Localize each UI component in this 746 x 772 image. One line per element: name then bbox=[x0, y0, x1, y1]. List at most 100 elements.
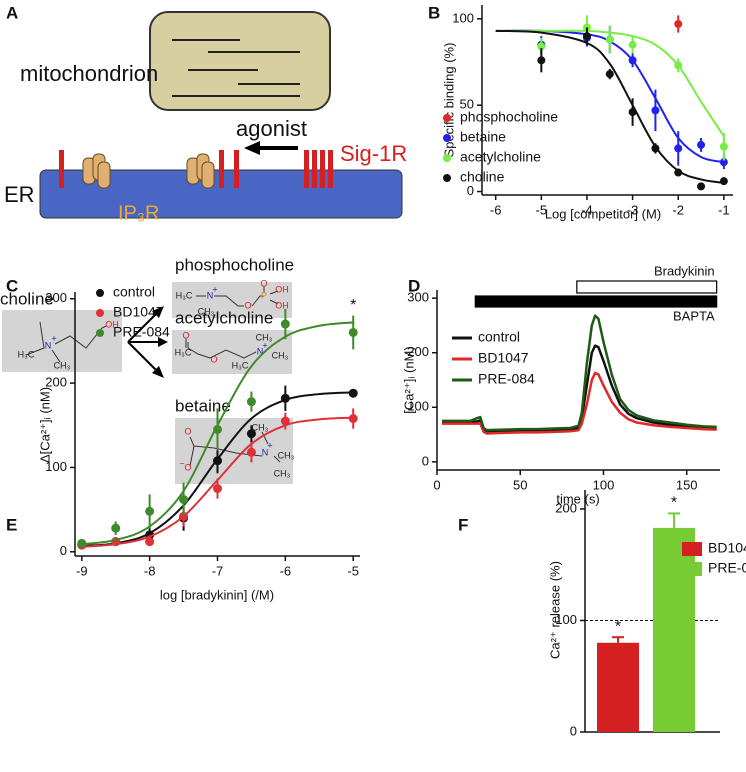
data-point bbox=[628, 108, 637, 117]
y-tick-label: 0 bbox=[467, 183, 474, 198]
bar bbox=[653, 527, 695, 732]
diagram-a: mitochondrion agonist Sig-1R ER IP₃R bbox=[4, 11, 407, 224]
atom-label: H₃C bbox=[18, 349, 35, 359]
ip3r-label: IP₃R bbox=[118, 202, 159, 224]
x-tick-label: -6 bbox=[490, 202, 502, 217]
x-tick-label: -2 bbox=[672, 202, 684, 217]
panel-label: B bbox=[428, 3, 440, 22]
atom-label: − bbox=[179, 458, 184, 468]
x-tick-label: 150 bbox=[676, 477, 698, 492]
legend-label: PRE-084 bbox=[113, 324, 170, 340]
data-point bbox=[246, 429, 256, 439]
atom-label: + bbox=[212, 284, 217, 294]
legend-swatch bbox=[443, 154, 451, 162]
treatment-label: Bradykinin bbox=[654, 263, 715, 278]
x-tick-label: -5 bbox=[347, 563, 359, 578]
sig1r-markers bbox=[59, 150, 333, 188]
x-axis-label: Log [competitor] (M) bbox=[545, 206, 661, 221]
bonds bbox=[25, 286, 281, 467]
atom-label: + bbox=[51, 333, 56, 343]
data-point bbox=[213, 484, 222, 494]
arrow-head bbox=[244, 141, 260, 155]
atom-label: CH₃ bbox=[198, 306, 215, 316]
x-tick-label: -3 bbox=[627, 202, 639, 217]
treatment-label: BAPTA bbox=[673, 308, 715, 323]
legend-swatch bbox=[682, 562, 702, 576]
molecule-name: phosphocholine bbox=[175, 255, 294, 274]
data-point bbox=[111, 523, 121, 533]
data-point bbox=[719, 142, 728, 151]
data-point bbox=[651, 144, 660, 153]
data-point bbox=[674, 61, 683, 70]
atom-label: N bbox=[207, 290, 214, 300]
molecule-name: acetylcholine bbox=[175, 308, 273, 327]
molecule-name: choline bbox=[0, 289, 54, 308]
x-axis-label: time (s) bbox=[556, 491, 599, 506]
data-point bbox=[537, 56, 546, 65]
panel-label: F bbox=[458, 515, 468, 534]
treatment-bar bbox=[474, 295, 718, 308]
trace-line bbox=[441, 371, 717, 435]
legend-label: betaine bbox=[460, 129, 506, 145]
atom-label: H₃C bbox=[232, 360, 249, 370]
atom-label: CH₃ bbox=[256, 332, 273, 342]
ip3r-icons bbox=[82, 153, 215, 189]
x-tick-label: 100 bbox=[593, 477, 615, 492]
molecule-box bbox=[172, 282, 292, 318]
legend-label: PRE-084 bbox=[478, 371, 535, 387]
data-point bbox=[628, 56, 637, 65]
data-point bbox=[674, 20, 683, 28]
data-point bbox=[145, 537, 155, 547]
significance-marker: * bbox=[671, 495, 677, 512]
x-tick-label: -6 bbox=[280, 563, 292, 578]
atom-label: CH₃ bbox=[278, 450, 295, 460]
legend-swatch bbox=[443, 134, 451, 142]
legend-label: PRE-084 bbox=[708, 560, 746, 576]
data-point bbox=[697, 182, 706, 191]
legend-swatch bbox=[443, 114, 451, 122]
x-tick-label: -7 bbox=[212, 563, 224, 578]
legend-label: BD1047 bbox=[708, 540, 746, 556]
cristae bbox=[172, 39, 300, 97]
x-tick-label: 0 bbox=[433, 477, 440, 492]
atom-label: O bbox=[184, 462, 191, 472]
y-axis-label: Specific binding (%) bbox=[441, 43, 456, 158]
atom-label: N bbox=[45, 340, 52, 350]
atom-label: OH bbox=[105, 319, 119, 329]
atom-label: O bbox=[184, 426, 191, 436]
legend-swatch bbox=[443, 174, 451, 182]
legend-label: choline bbox=[460, 169, 505, 185]
x-axis-label: log [bradykinin] (/M) bbox=[160, 587, 274, 602]
atom-label: O bbox=[260, 278, 267, 288]
molecule-box bbox=[2, 310, 122, 372]
y-tick-label: 200 bbox=[555, 500, 577, 515]
y-tick-label: 0 bbox=[60, 543, 67, 558]
y-tick-label: 300 bbox=[45, 290, 67, 305]
data-point bbox=[213, 456, 222, 466]
significance-marker: * bbox=[615, 618, 621, 635]
data-point bbox=[246, 447, 256, 457]
legend-label: phosphocholine bbox=[460, 109, 558, 125]
data-point bbox=[605, 35, 614, 44]
legend-swatch bbox=[682, 542, 702, 556]
legend-swatch bbox=[96, 309, 104, 317]
y-tick-label: 100 bbox=[555, 612, 577, 627]
legend-swatch bbox=[96, 289, 104, 297]
legend-label: control bbox=[113, 284, 155, 300]
er-label: ER bbox=[4, 182, 35, 207]
data-point bbox=[719, 177, 728, 186]
x-tick-label: -4 bbox=[581, 202, 593, 217]
atom-label: CH₃ bbox=[272, 350, 289, 360]
y-tick-label: 100 bbox=[407, 399, 429, 414]
atom-label: + bbox=[267, 440, 272, 450]
legend-swatch bbox=[96, 329, 104, 337]
molecule-box bbox=[172, 330, 292, 374]
data-point bbox=[348, 388, 358, 398]
atom-label: CH₃ bbox=[252, 422, 269, 432]
data-point bbox=[582, 32, 591, 41]
data-point bbox=[179, 494, 189, 504]
data-point bbox=[246, 397, 256, 407]
x-tick-label: -5 bbox=[536, 202, 548, 217]
y-tick-label: 200 bbox=[45, 375, 67, 390]
